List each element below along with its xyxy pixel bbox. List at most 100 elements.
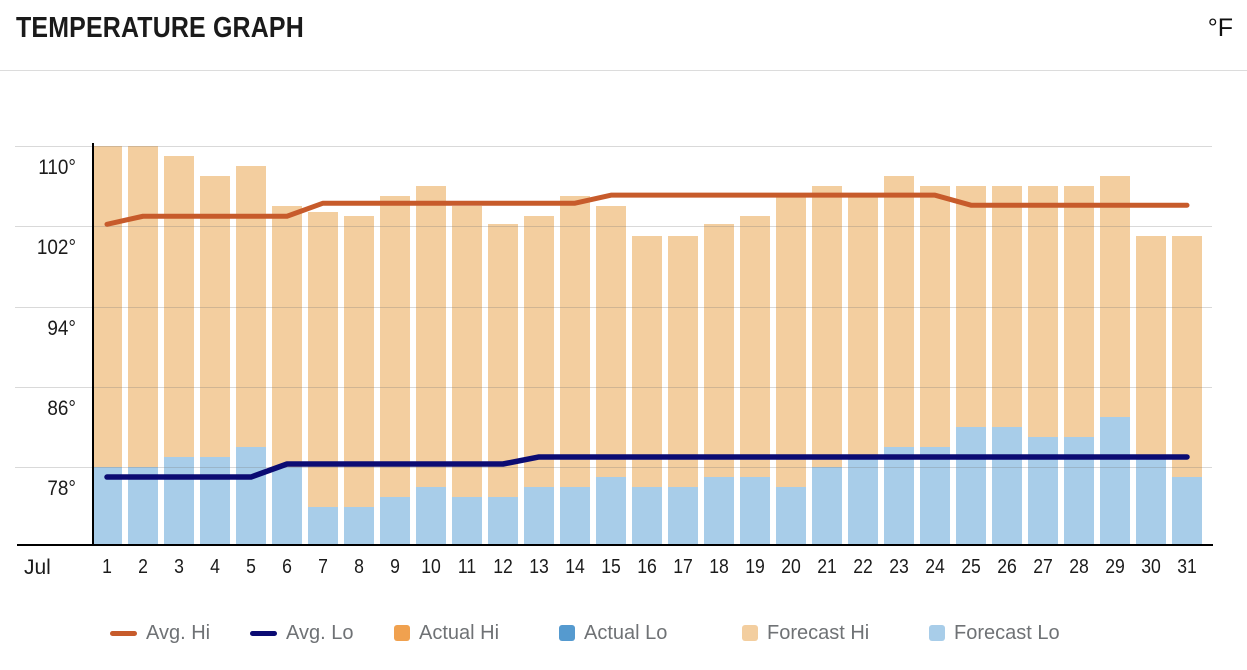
bar-forecast-lo-day-22 <box>848 458 878 545</box>
legend-label: Avg. Lo <box>286 621 354 644</box>
y-tick-86: 86° <box>47 396 76 420</box>
bar-forecast-lo-day-31 <box>1172 477 1202 545</box>
x-tick-23: 23 <box>889 556 909 578</box>
x-tick-8: 8 <box>354 556 364 578</box>
x-tick-20: 20 <box>781 556 801 578</box>
x-tick-7: 7 <box>318 556 328 578</box>
bar-forecast-lo-day-3 <box>164 456 194 545</box>
y-axis-spine <box>92 143 94 545</box>
bar-forecast-lo-day-10 <box>416 487 446 545</box>
legend-item-actual-hi: Actual Hi <box>394 620 499 646</box>
unit-label: °F <box>1207 14 1233 42</box>
x-tick-9: 9 <box>390 556 400 578</box>
x-tick-24: 24 <box>925 556 945 578</box>
gridline-110 <box>15 146 1212 148</box>
bar-forecast-lo-day-24 <box>920 446 950 545</box>
bar-forecast-lo-day-11 <box>452 497 482 545</box>
actual-lo-swatch <box>559 625 575 641</box>
x-tick-3: 3 <box>174 556 184 578</box>
bar-forecast-hi-day-11 <box>452 206 482 545</box>
month-label: Jul <box>24 556 51 579</box>
x-tick-2: 2 <box>138 556 148 578</box>
x-tick-5: 5 <box>246 556 256 578</box>
x-tick-31: 31 <box>1177 556 1197 578</box>
x-tick-27: 27 <box>1033 556 1053 578</box>
forecast-hi-swatch <box>742 625 758 641</box>
bar-forecast-lo-day-23 <box>884 446 914 545</box>
bar-forecast-lo-day-18 <box>704 477 734 545</box>
bar-forecast-lo-day-30 <box>1136 456 1166 545</box>
bar-forecast-lo-day-25 <box>956 426 986 545</box>
avg-hi-swatch <box>110 630 137 636</box>
x-tick-18: 18 <box>709 556 729 578</box>
forecast-lo-swatch <box>929 625 945 641</box>
bar-forecast-hi-day-12 <box>488 224 518 545</box>
actual-hi-swatch <box>394 625 410 641</box>
legend-item-avg-lo: Avg. Lo <box>250 620 353 646</box>
bar-forecast-lo-day-29 <box>1100 416 1130 545</box>
legend-label: Forecast Lo <box>954 621 1060 644</box>
legend-item-forecast-hi: Forecast Hi <box>742 620 869 646</box>
y-tick-78: 78° <box>47 477 76 500</box>
gridline-94 <box>15 306 1212 308</box>
x-tick-16: 16 <box>637 556 657 578</box>
bar-forecast-lo-day-9 <box>380 497 410 545</box>
x-tick-19: 19 <box>745 556 765 578</box>
x-tick-21: 21 <box>817 556 837 578</box>
legend-label: Actual Hi <box>419 621 500 644</box>
x-tick-11: 11 <box>457 556 477 578</box>
bar-forecast-lo-day-7 <box>308 507 338 545</box>
x-tick-25: 25 <box>961 556 981 578</box>
x-tick-10: 10 <box>421 556 441 578</box>
legend-item-actual-lo: Actual Lo <box>559 620 667 646</box>
y-tick-102: 102° <box>36 236 76 260</box>
gridline-102 <box>15 226 1212 228</box>
x-tick-12: 12 <box>493 556 513 578</box>
bar-forecast-lo-day-2 <box>128 467 158 545</box>
bar-forecast-lo-day-19 <box>740 477 770 545</box>
bar-forecast-hi-day-8 <box>344 216 374 545</box>
legend-item-avg-hi: Avg. Hi <box>110 620 210 646</box>
header: TEMPERATURE GRAPH °F <box>0 0 1247 71</box>
legend-item-forecast-lo: Forecast Lo <box>929 620 1060 646</box>
bar-forecast-lo-day-20 <box>776 487 806 545</box>
x-tick-22: 22 <box>853 556 873 578</box>
avg-lo-swatch <box>250 630 277 636</box>
bar-forecast-lo-day-8 <box>344 507 374 545</box>
x-tick-26: 26 <box>997 556 1017 578</box>
x-tick-14: 14 <box>565 556 585 578</box>
bar-forecast-lo-day-12 <box>488 497 518 545</box>
legend-label: Actual Lo <box>584 621 668 644</box>
x-tick-13: 13 <box>529 556 549 578</box>
x-tick-1: 1 <box>102 556 112 578</box>
bar-forecast-lo-day-4 <box>200 456 230 545</box>
bar-forecast-lo-day-1 <box>92 467 122 545</box>
bar-forecast-lo-day-14 <box>560 487 590 545</box>
bar-forecast-hi-day-14 <box>560 196 590 545</box>
bar-forecast-lo-day-28 <box>1064 436 1094 545</box>
bar-forecast-lo-day-26 <box>992 426 1022 545</box>
bar-forecast-lo-day-17 <box>668 487 698 545</box>
y-tick-110: 110° <box>38 156 76 180</box>
bar-forecast-lo-day-16 <box>632 487 662 545</box>
legend-label: Forecast Hi <box>767 621 870 644</box>
x-tick-15: 15 <box>601 556 621 578</box>
x-tick-29: 29 <box>1105 556 1125 578</box>
bar-forecast-lo-day-13 <box>524 487 554 545</box>
x-tick-6: 6 <box>282 556 292 578</box>
bar-forecast-hi-day-20 <box>776 196 806 545</box>
bar-forecast-hi-day-9 <box>380 196 410 545</box>
x-axis-line <box>17 544 1213 546</box>
bar-forecast-lo-day-6 <box>272 467 302 545</box>
x-tick-4: 4 <box>210 556 220 578</box>
x-tick-30: 30 <box>1141 556 1161 578</box>
x-tick-28: 28 <box>1069 556 1089 578</box>
x-tick-17: 17 <box>673 556 693 578</box>
bar-forecast-hi-day-7 <box>308 212 338 545</box>
page-title: TEMPERATURE GRAPH <box>16 12 304 44</box>
legend-label: Avg. Hi <box>146 621 211 644</box>
gridline-78 <box>15 467 1212 468</box>
bar-forecast-lo-day-5 <box>236 446 266 545</box>
bar-forecast-lo-day-21 <box>812 467 842 545</box>
